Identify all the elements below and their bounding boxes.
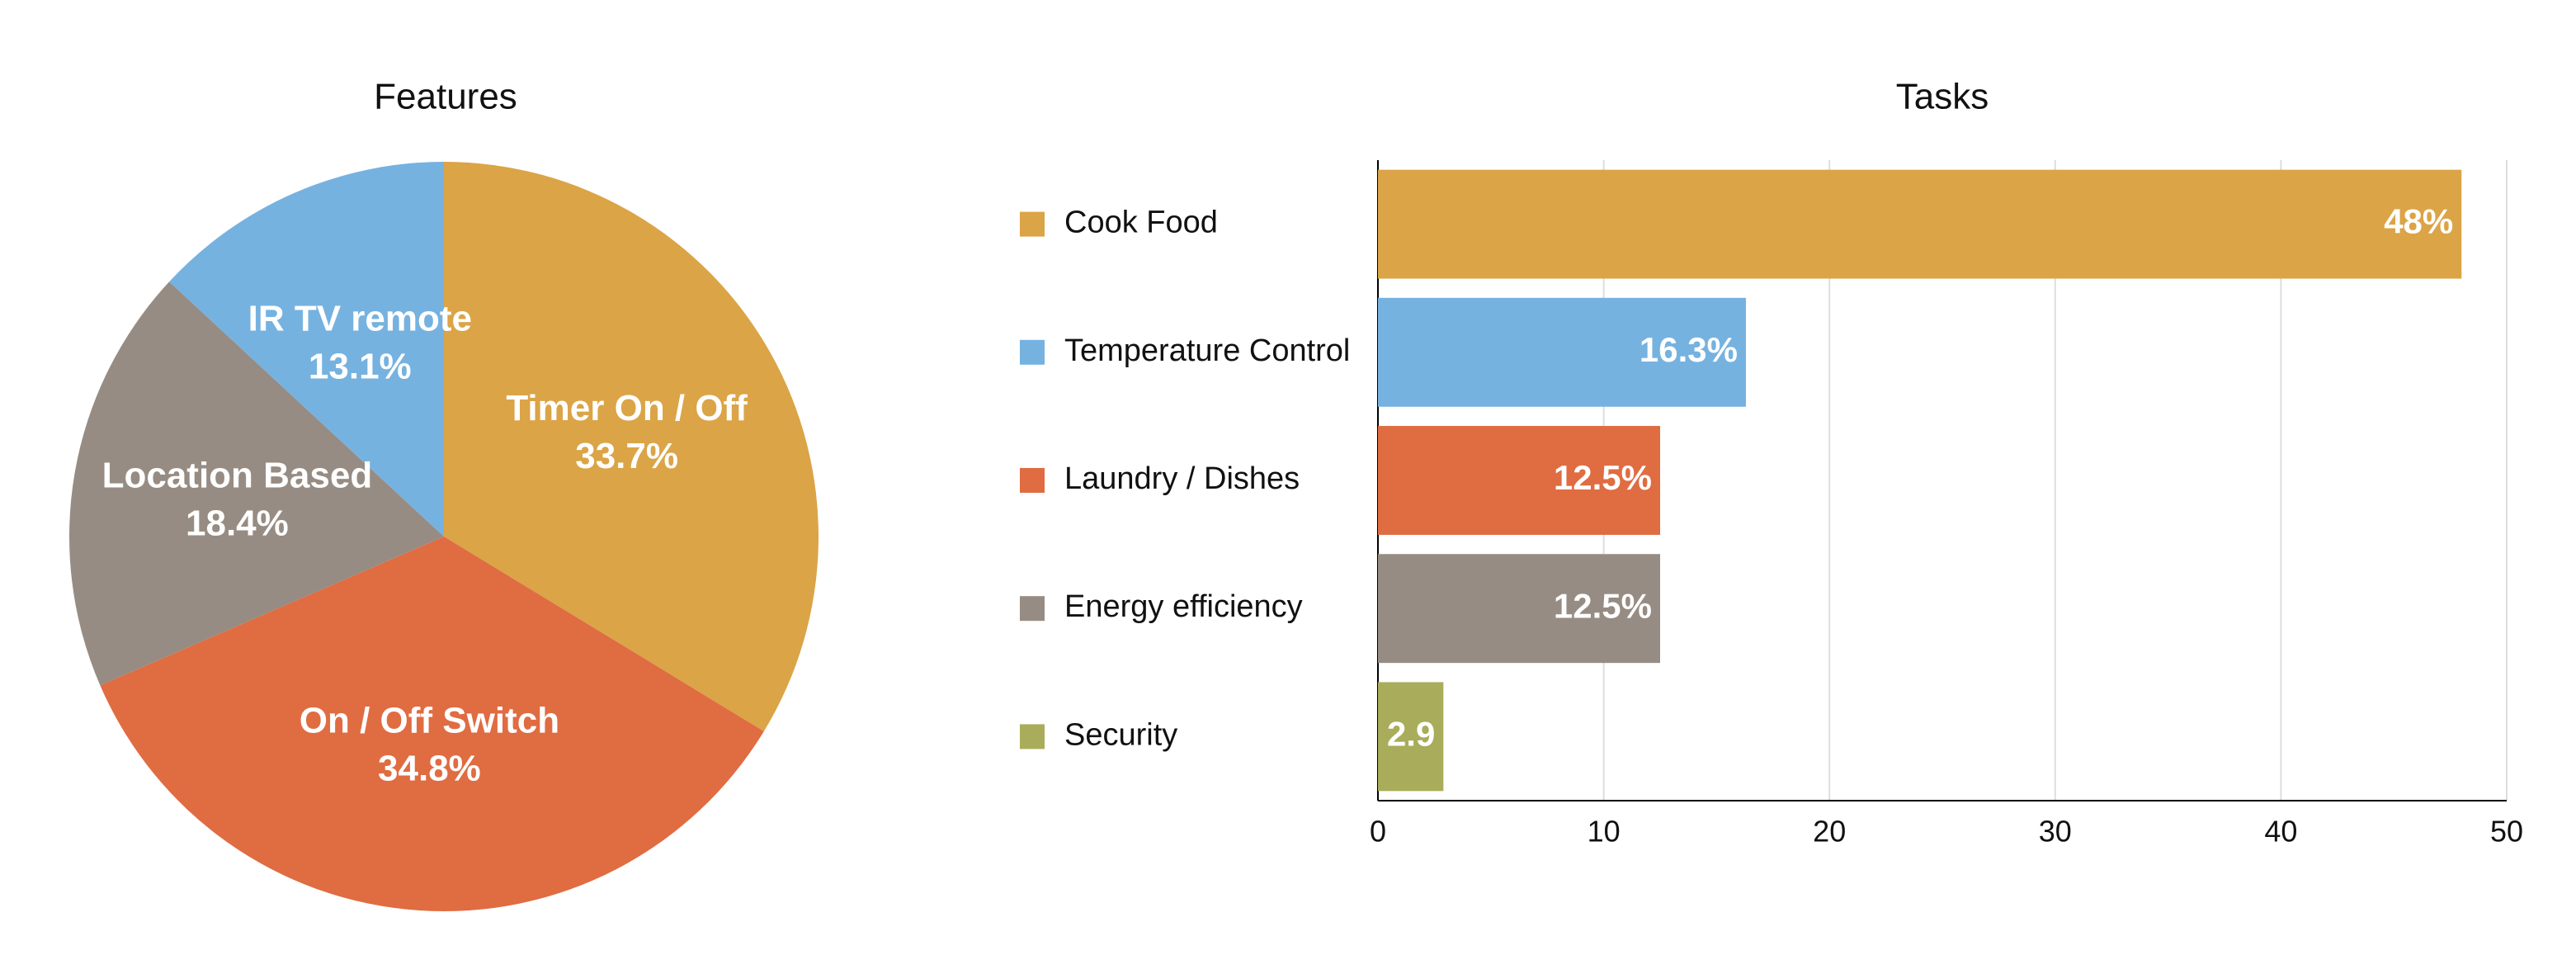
- legend-label: Laundry / Dishes: [1064, 461, 1300, 496]
- pie-slice: [444, 162, 819, 731]
- slice-label: On / Off Switch: [300, 700, 559, 740]
- x-tick-label: 30: [2039, 815, 2072, 849]
- bar-value-label: 2.9: [1387, 714, 1435, 753]
- legend-label: Security: [1064, 717, 1177, 752]
- x-tick-label: 0: [1370, 815, 1386, 849]
- x-tick-label: 40: [2264, 815, 2297, 849]
- x-tick-label: 20: [1813, 815, 1846, 849]
- slice-label: IR TV remote: [248, 299, 472, 339]
- legend-label: Temperature Control: [1064, 333, 1350, 368]
- legend-swatch: [1020, 339, 1045, 365]
- bar-value-label: 16.3%: [1639, 330, 1738, 369]
- slice-value: 34.8%: [378, 748, 481, 788]
- bar: [1378, 297, 1746, 407]
- legend-swatch: [1020, 724, 1045, 749]
- legend-swatch: [1020, 211, 1045, 237]
- legend-label: Energy efficiency: [1064, 589, 1303, 624]
- pie-title: Features: [374, 77, 517, 117]
- bar: [1378, 169, 2462, 279]
- bar-value-label: 12.5%: [1554, 458, 1652, 497]
- slice-label: Location Based: [102, 456, 373, 496]
- bar-value-label: 12.5%: [1554, 586, 1652, 625]
- bar: [1378, 554, 1660, 664]
- slice-value: 33.7%: [575, 436, 678, 476]
- x-tick-label: 50: [2490, 815, 2523, 849]
- legend-label: Cook Food: [1064, 206, 1218, 240]
- x-tick-label: 10: [1588, 815, 1621, 849]
- bar: [1378, 682, 1444, 792]
- pie-slice: [69, 281, 444, 686]
- slice-label: Timer On / Off: [506, 388, 748, 428]
- slice-value: 18.4%: [186, 504, 289, 544]
- pie-slice: [169, 162, 445, 537]
- pie-slice: [100, 537, 764, 911]
- bar: [1378, 426, 1660, 535]
- legend-swatch: [1020, 468, 1045, 493]
- legend-swatch: [1020, 596, 1045, 622]
- bar-title: Tasks: [1896, 77, 1989, 117]
- slice-value: 13.1%: [309, 347, 412, 387]
- bar-value-label: 48%: [2384, 202, 2453, 241]
